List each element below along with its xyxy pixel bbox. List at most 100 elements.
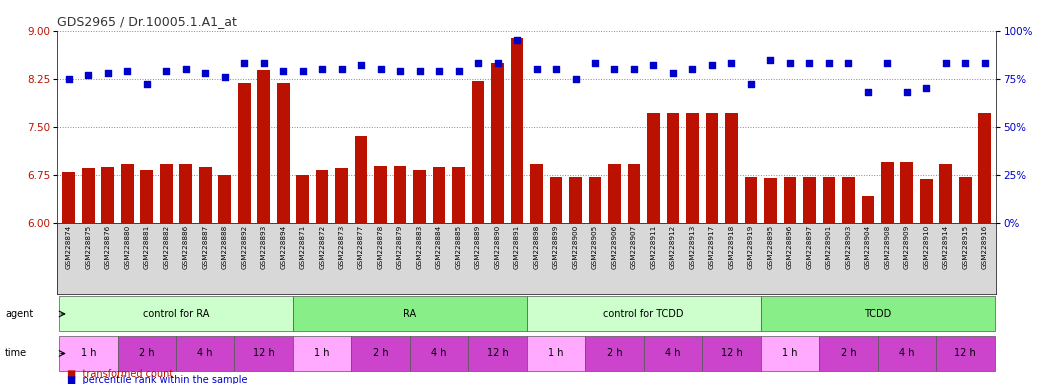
Text: agent: agent <box>5 309 33 319</box>
Point <box>100 70 116 76</box>
Text: GSM228909: GSM228909 <box>904 225 910 269</box>
Bar <box>569 177 582 384</box>
Point <box>586 60 603 66</box>
Text: GSM228907: GSM228907 <box>631 225 637 269</box>
Bar <box>120 164 134 384</box>
Bar <box>316 170 328 384</box>
Bar <box>589 177 601 384</box>
Text: GSM228877: GSM228877 <box>358 225 364 269</box>
Bar <box>608 164 621 384</box>
Bar <box>176 336 235 371</box>
Point <box>704 62 720 68</box>
Bar <box>726 113 738 384</box>
Text: GSM228899: GSM228899 <box>553 225 559 269</box>
Text: GSM228892: GSM228892 <box>241 225 247 269</box>
Bar <box>644 336 702 371</box>
Text: GSM228876: GSM228876 <box>105 225 111 269</box>
Point <box>879 60 896 66</box>
Point <box>899 89 916 95</box>
Text: GSM228901: GSM228901 <box>826 225 831 269</box>
Text: GSM228890: GSM228890 <box>494 225 500 269</box>
Bar <box>877 336 936 371</box>
Text: GSM228873: GSM228873 <box>338 225 345 269</box>
Point <box>353 62 370 68</box>
Point <box>391 68 408 74</box>
Point <box>626 66 643 72</box>
Bar <box>784 177 796 384</box>
Text: GSM228898: GSM228898 <box>534 225 540 269</box>
Text: 4 h: 4 h <box>432 348 446 359</box>
Point <box>957 60 974 66</box>
Bar <box>530 164 543 384</box>
Bar <box>706 113 718 384</box>
Point <box>782 60 798 66</box>
Text: GSM228911: GSM228911 <box>651 225 656 269</box>
Bar <box>761 296 994 331</box>
Text: GSM228910: GSM228910 <box>924 225 929 269</box>
Bar <box>647 113 660 384</box>
Bar <box>102 167 114 384</box>
Bar <box>293 336 352 371</box>
Text: GSM228886: GSM228886 <box>183 225 189 269</box>
Text: GSM228915: GSM228915 <box>962 225 968 269</box>
Bar <box>59 336 117 371</box>
Bar <box>761 336 819 371</box>
Point <box>158 68 174 74</box>
Bar <box>702 336 761 371</box>
Text: 1 h: 1 h <box>81 348 97 359</box>
Text: 12 h: 12 h <box>487 348 509 359</box>
Point <box>918 85 934 91</box>
Point <box>255 60 272 66</box>
Text: time: time <box>5 348 27 359</box>
Text: ■  percentile rank within the sample: ■ percentile rank within the sample <box>67 375 248 384</box>
Text: 2 h: 2 h <box>139 348 155 359</box>
Text: control for RA: control for RA <box>143 309 210 319</box>
Text: GSM228912: GSM228912 <box>670 225 676 269</box>
Bar <box>335 168 348 384</box>
Bar <box>199 167 212 384</box>
Point <box>977 60 993 66</box>
Point <box>509 37 525 43</box>
Bar <box>822 177 836 384</box>
Point <box>859 89 876 95</box>
Text: 2 h: 2 h <box>606 348 623 359</box>
Bar <box>235 336 293 371</box>
Bar <box>686 113 699 384</box>
Bar <box>666 113 679 384</box>
Bar <box>511 38 523 384</box>
Text: GSM228888: GSM228888 <box>222 225 227 269</box>
Text: 12 h: 12 h <box>720 348 742 359</box>
Text: GSM228895: GSM228895 <box>767 225 773 269</box>
Text: GSM228917: GSM228917 <box>709 225 715 269</box>
Text: GSM228918: GSM228918 <box>729 225 735 269</box>
Point <box>548 66 565 72</box>
Text: GSM228875: GSM228875 <box>85 225 91 269</box>
Bar <box>59 296 293 331</box>
Text: 1 h: 1 h <box>315 348 330 359</box>
Bar <box>433 167 445 384</box>
Bar <box>393 166 407 384</box>
Text: GSM228905: GSM228905 <box>592 225 598 269</box>
Bar <box>218 175 231 384</box>
Text: GSM228889: GSM228889 <box>475 225 481 269</box>
Text: GSM228913: GSM228913 <box>689 225 695 269</box>
Bar <box>277 83 290 384</box>
Point <box>177 66 194 72</box>
Text: RA: RA <box>404 309 416 319</box>
Text: GSM228872: GSM228872 <box>319 225 325 269</box>
Text: GSM228880: GSM228880 <box>125 225 130 269</box>
Text: GSM228897: GSM228897 <box>807 225 813 269</box>
Text: GSM228885: GSM228885 <box>456 225 462 269</box>
Point <box>567 76 583 82</box>
Point <box>197 70 214 76</box>
Point <box>762 56 778 63</box>
Bar <box>939 164 952 384</box>
Bar <box>413 170 426 384</box>
Point <box>60 76 77 82</box>
Point <box>646 62 662 68</box>
Text: 4 h: 4 h <box>665 348 681 359</box>
Point <box>216 74 233 80</box>
Bar <box>257 70 270 384</box>
Bar <box>628 164 640 384</box>
Point <box>684 66 701 72</box>
